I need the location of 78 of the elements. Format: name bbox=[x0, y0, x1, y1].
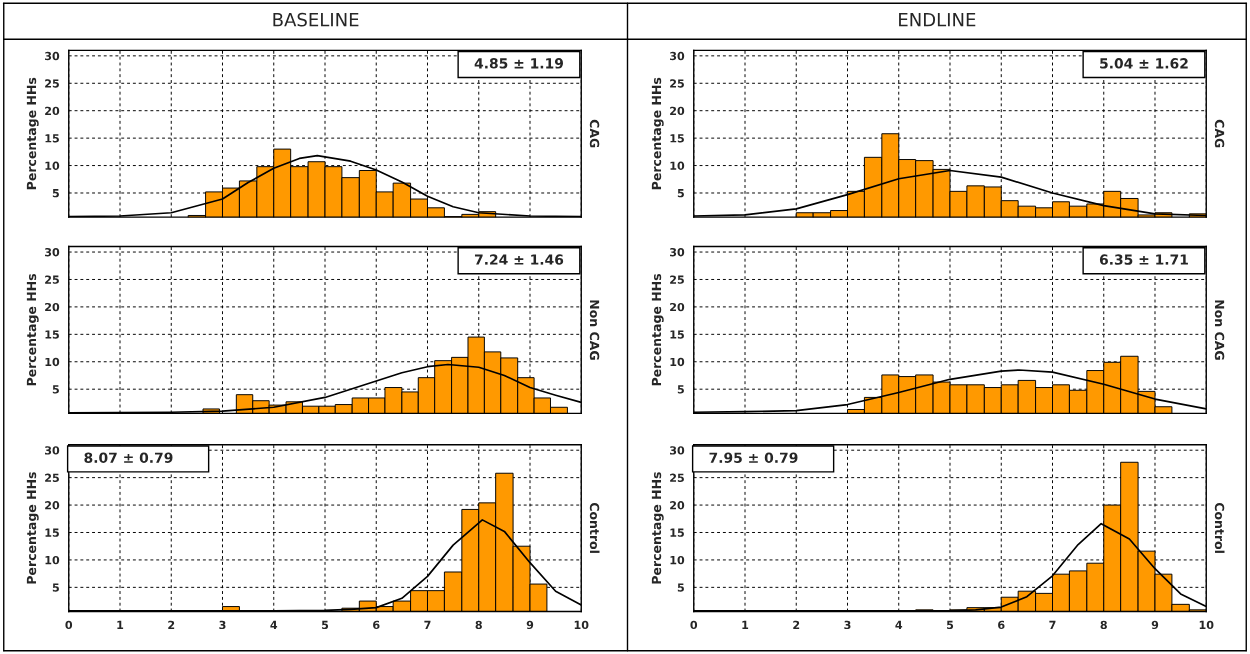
x-tick-label: 9 bbox=[526, 620, 534, 630]
x-tick-label: 1 bbox=[742, 620, 749, 629]
y-tick-label: 30 bbox=[45, 446, 60, 455]
y-tick-label: 15 bbox=[670, 134, 684, 143]
y-axis-title: Percentage HHs bbox=[651, 273, 664, 386]
y-tick-label: 20 bbox=[670, 302, 685, 312]
annotation: 4.85 ± 1.19 bbox=[474, 58, 564, 69]
y-tick-label: 30 bbox=[45, 51, 60, 61]
annotation: 8.07 ± 0.79 bbox=[84, 452, 173, 463]
x-tick-label: 3 bbox=[219, 620, 226, 630]
y-tick-label: 15 bbox=[670, 330, 684, 339]
x-tick-label: 2 bbox=[168, 620, 175, 629]
y-tick-label: 10 bbox=[670, 161, 685, 170]
y2-axis-title: Non CAG bbox=[1214, 300, 1225, 360]
x-tick-label: 6 bbox=[998, 620, 1005, 630]
y2-axis-title: CAG bbox=[589, 119, 600, 148]
x-tick-label: 5 bbox=[946, 620, 954, 630]
y-tick-label: 25 bbox=[670, 79, 684, 88]
x-tick-label: 0 bbox=[690, 620, 698, 630]
y-tick-label: 25 bbox=[45, 79, 59, 88]
x-tick-label: 6 bbox=[373, 620, 380, 630]
y-tick-label: 5 bbox=[52, 583, 59, 592]
annotation: 7.95 ± 0.79 bbox=[709, 452, 798, 463]
y-axis-title: Percentage HHs bbox=[651, 77, 664, 190]
annotation: 6.35 ± 1.71 bbox=[1099, 254, 1188, 265]
x-tick-label: 1 bbox=[117, 620, 124, 629]
y-tick-label: 10 bbox=[670, 555, 685, 565]
annotation: 5.04 ± 1.62 bbox=[1100, 58, 1188, 69]
y-tick-label: 5 bbox=[52, 385, 59, 394]
y-axis-title: Percentage HHs bbox=[26, 273, 39, 386]
y-tick-label: 10 bbox=[45, 161, 60, 170]
y-tick-label: 20 bbox=[45, 106, 60, 116]
x-tick-label: 0 bbox=[65, 620, 73, 630]
x-tick-label: 4 bbox=[895, 620, 903, 629]
y-tick-label: 10 bbox=[45, 555, 60, 565]
y-tick-label: 20 bbox=[45, 302, 60, 312]
y-tick-label: 25 bbox=[45, 473, 59, 483]
y-tick-label: 5 bbox=[52, 189, 59, 198]
x-tick-label: 9 bbox=[1151, 620, 1159, 630]
y-tick-label: 10 bbox=[45, 357, 60, 367]
x-tick-label: 5 bbox=[321, 620, 329, 630]
y-tick-label: 30 bbox=[45, 248, 60, 257]
y-tick-label: 20 bbox=[45, 501, 60, 510]
chart-title: BASELINE bbox=[273, 12, 359, 27]
y2-axis-title: Control bbox=[1214, 502, 1225, 553]
x-tick-label: 10 bbox=[574, 620, 589, 630]
y2-axis-title: Non CAG bbox=[589, 300, 600, 360]
y-tick-label: 25 bbox=[670, 473, 684, 483]
y-tick-label: 30 bbox=[670, 51, 685, 61]
y2-axis-title: Control bbox=[589, 502, 600, 553]
x-tick-label: 3 bbox=[844, 620, 851, 630]
y-axis-title: Percentage HHs bbox=[26, 472, 39, 584]
y-tick-label: 10 bbox=[670, 357, 685, 367]
x-tick-label: 4 bbox=[270, 620, 278, 629]
y-tick-label: 15 bbox=[45, 330, 59, 339]
x-tick-label: 7 bbox=[424, 620, 431, 629]
y-tick-label: 20 bbox=[670, 106, 685, 116]
y-tick-label: 15 bbox=[670, 528, 684, 537]
y-tick-label: 15 bbox=[45, 134, 59, 143]
x-tick-label: 8 bbox=[475, 620, 482, 630]
y2-axis-title: CAG bbox=[1214, 119, 1225, 148]
y-axis-title: Percentage HHs bbox=[651, 472, 664, 584]
y-tick-label: 15 bbox=[45, 528, 59, 537]
y-tick-label: 30 bbox=[670, 248, 685, 257]
chart-title: ENDLINE bbox=[899, 13, 976, 27]
x-tick-label: 8 bbox=[1100, 620, 1107, 630]
y-axis-title: Percentage HHs bbox=[26, 77, 39, 190]
x-tick-label: 2 bbox=[793, 620, 800, 629]
y-tick-label: 20 bbox=[670, 501, 685, 510]
y-tick-label: 5 bbox=[677, 583, 684, 592]
y-tick-label: 5 bbox=[677, 385, 684, 394]
x-tick-label: 10 bbox=[1199, 620, 1214, 630]
y-tick-label: 25 bbox=[670, 275, 684, 284]
y-tick-label: 30 bbox=[670, 446, 685, 455]
annotation: 7.24 ± 1.46 bbox=[474, 254, 564, 265]
y-tick-label: 25 bbox=[45, 275, 59, 284]
x-tick-label: 7 bbox=[1049, 620, 1056, 629]
y-tick-label: 5 bbox=[677, 189, 684, 198]
